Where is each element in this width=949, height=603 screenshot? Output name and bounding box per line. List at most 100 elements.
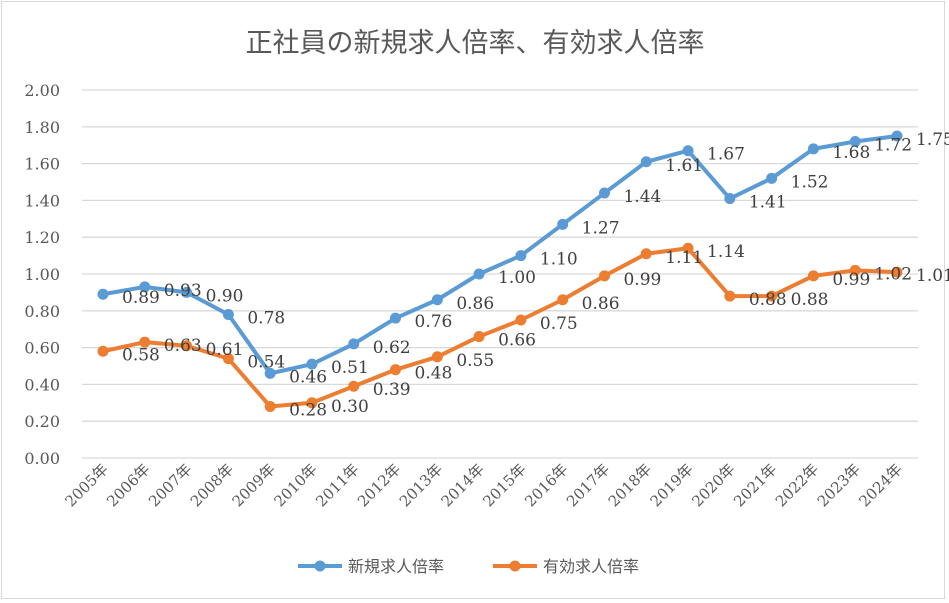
data-point: [849, 264, 861, 276]
data-point: [598, 270, 610, 282]
x-tick-label: 2017年: [563, 460, 613, 510]
data-point: [139, 281, 151, 293]
y-tick-label: 2.00: [24, 81, 60, 100]
data-label: 0.89: [122, 288, 160, 308]
data-label: 0.86: [456, 294, 494, 314]
data-label: 1.14: [707, 242, 745, 262]
data-point: [515, 314, 527, 326]
data-label: 0.51: [331, 358, 369, 378]
x-tick-label: 2021年: [730, 460, 780, 510]
data-point: [306, 397, 318, 409]
data-label: 1.27: [582, 218, 620, 238]
y-tick-label: 0.80: [24, 302, 60, 321]
data-label: 0.62: [373, 338, 411, 358]
data-label: 0.75: [540, 314, 578, 334]
data-point: [515, 250, 527, 262]
data-point: [473, 268, 485, 280]
legend-marker-1: [314, 560, 326, 572]
y-tick-label: 1.20: [24, 228, 60, 247]
data-label: 0.30: [331, 397, 369, 417]
legend-marker-2: [509, 560, 521, 572]
legend-label-2: 有効求人倍率: [543, 557, 639, 576]
data-point: [891, 130, 903, 142]
x-tick-label: 2012年: [354, 460, 404, 510]
data-point: [724, 193, 736, 205]
data-point: [390, 364, 402, 376]
x-tick-label: 2020年: [688, 460, 738, 510]
y-tick-label: 1.60: [24, 155, 60, 174]
data-label: 0.88: [791, 290, 829, 310]
x-tick-label: 2014年: [438, 460, 488, 510]
y-tick-label: 1.00: [24, 265, 60, 284]
data-label: 0.86: [582, 294, 620, 314]
data-label: 1.61: [665, 156, 703, 176]
data-point: [390, 312, 402, 324]
x-tick-label: 2007年: [145, 460, 195, 510]
data-point: [598, 187, 610, 199]
data-point: [557, 218, 569, 230]
data-label: 1.68: [832, 143, 870, 163]
data-label: 0.63: [164, 336, 202, 356]
data-label: 1.10: [540, 250, 578, 270]
data-label: 0.66: [498, 331, 536, 351]
data-label: 0.39: [373, 380, 411, 400]
data-point: [682, 242, 694, 254]
data-point: [724, 290, 736, 302]
data-label: 0.76: [415, 312, 453, 332]
data-label: 0.28: [289, 400, 327, 420]
data-label: 1.01: [916, 266, 949, 286]
data-label: 1.52: [791, 172, 829, 192]
y-tick-label: 0.40: [24, 375, 60, 394]
data-label: 1.72: [874, 136, 912, 156]
data-label: 0.48: [415, 364, 453, 384]
data-label: 1.02: [874, 264, 912, 284]
data-label: 0.88: [749, 290, 787, 310]
legend-label-1: 新規求人倍率: [348, 557, 444, 576]
data-point: [557, 294, 569, 306]
data-point: [891, 266, 903, 278]
data-point: [222, 308, 234, 320]
x-tick-label: 2010年: [270, 460, 320, 510]
x-tick-label: 2024年: [855, 460, 905, 510]
data-point: [348, 338, 360, 350]
data-point: [431, 294, 443, 306]
x-tick-label: 2013年: [396, 460, 446, 510]
data-label: 1.67: [707, 145, 745, 165]
data-point: [807, 270, 819, 282]
data-point: [473, 331, 485, 343]
x-tick-label: 2008年: [187, 460, 237, 510]
data-point: [849, 136, 861, 148]
data-label: 0.99: [623, 270, 661, 290]
data-label: 0.99: [832, 270, 870, 290]
data-label: 1.11: [665, 248, 703, 268]
y-tick-label: 1.80: [24, 118, 60, 137]
data-point: [264, 400, 276, 412]
data-label: 0.90: [206, 286, 244, 306]
y-tick-label: 0.20: [24, 412, 60, 431]
x-tick-label: 2022年: [772, 460, 822, 510]
data-label: 0.93: [164, 281, 202, 301]
x-tick-label: 2005年: [61, 460, 111, 510]
y-tick-label: 0.00: [24, 449, 60, 468]
data-point: [640, 156, 652, 168]
chart-title: 正社員の新規求人倍率、有効求人倍率: [246, 28, 705, 59]
x-tick-label: 2016年: [521, 460, 571, 510]
x-tick-label: 2019年: [647, 460, 697, 510]
data-point: [431, 351, 443, 363]
data-label: 1.00: [498, 268, 536, 288]
data-label: 0.78: [247, 308, 285, 328]
x-tick-label: 2018年: [605, 460, 655, 510]
data-point: [222, 353, 234, 365]
data-point: [139, 336, 151, 348]
x-tick-label: 2011年: [312, 460, 362, 510]
data-point: [766, 290, 778, 302]
series-line-2: [102, 246, 898, 409]
data-point: [306, 358, 318, 370]
y-tick-label: 1.40: [24, 191, 60, 210]
x-tick-label: 2023年: [814, 460, 864, 510]
data-label: 1.75: [916, 130, 949, 150]
data-point: [640, 248, 652, 260]
data-point: [766, 172, 778, 184]
